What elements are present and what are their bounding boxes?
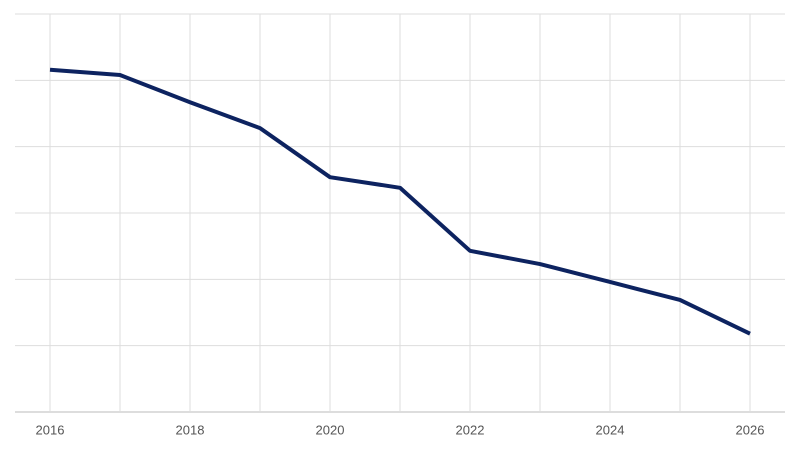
x-tick-label: 2020 (316, 422, 345, 437)
x-tick-label: 2024 (596, 422, 625, 437)
x-tick-label: 2018 (176, 422, 205, 437)
x-tick-label: 2022 (456, 422, 485, 437)
x-tick-label: 2016 (36, 422, 65, 437)
x-tick-label: 2026 (736, 422, 765, 437)
line-series (49, 67, 751, 336)
